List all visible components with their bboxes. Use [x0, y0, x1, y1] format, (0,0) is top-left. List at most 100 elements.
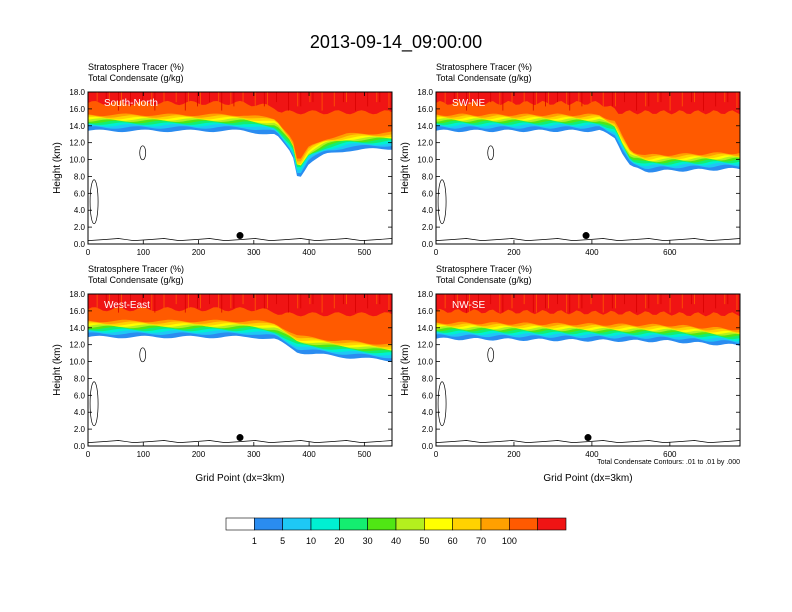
x-tick-label: 200: [507, 248, 521, 257]
x-tick-label: 200: [192, 450, 206, 459]
contour-field: [88, 92, 392, 244]
x-tick-label: 400: [302, 248, 316, 257]
y-axis-label: Height (km): [400, 142, 411, 194]
colorbar-swatch: [452, 517, 482, 531]
y-tick-label: 16.0: [417, 105, 433, 114]
location-marker: [584, 434, 592, 442]
plot-frame: [435, 91, 741, 245]
y-tick-label: 2.0: [422, 425, 434, 434]
location-marker: [236, 434, 244, 442]
y-tick-label: 10.0: [417, 358, 433, 367]
x-tick-label: 500: [358, 248, 372, 257]
colorbar-swatch: [395, 517, 425, 531]
x-tick-label: 0: [434, 450, 439, 459]
condensate-contour: [437, 179, 447, 225]
panel-title: NW-SE: [452, 300, 485, 311]
y-tick-label: 10.0: [417, 156, 433, 165]
y-tick-label: 0.0: [74, 442, 86, 451]
y-tick-label: 8.0: [422, 172, 434, 181]
colorbar-swatch: [424, 517, 453, 531]
contour-field: [436, 294, 740, 446]
y-tick-label: 8.0: [422, 374, 434, 383]
colorbar-label: 1: [252, 536, 257, 546]
x-tick-label: 200: [192, 248, 206, 257]
y-tick-label: 18.0: [69, 88, 85, 97]
y-tick-label: 8.0: [74, 374, 86, 383]
condensate-contour: [437, 381, 447, 427]
panel-nw-se: [435, 293, 741, 447]
condensate-contours: [88, 347, 392, 443]
panel-sw-ne: [435, 91, 741, 245]
colorbar-swatch: [310, 517, 340, 531]
colorbar-swatch: [480, 517, 510, 531]
y-tick-label: 4.0: [74, 206, 86, 215]
x-tick-label: 400: [585, 248, 599, 257]
condensate-contour-ground: [436, 440, 740, 443]
colorbar-label: 50: [419, 536, 429, 546]
figure-title: 2013-09-14_09:00:00: [309, 32, 483, 52]
panel-title: South-North: [104, 98, 158, 109]
x-axis-label: Grid Point (dx=3km): [195, 473, 284, 484]
y-tick-label: 2.0: [422, 223, 434, 232]
y-axis-label: Height (km): [52, 142, 63, 194]
colorbar-label: 60: [448, 536, 458, 546]
contour-note: Total Condensate Contours: .01 to .01 by…: [597, 459, 740, 466]
y-tick-label: 6.0: [422, 189, 434, 198]
y-tick-label: 4.0: [422, 206, 434, 215]
subtitle-tracer: Stratosphere Tracer (%): [88, 264, 184, 274]
y-tick-label: 18.0: [417, 290, 433, 299]
y-tick-label: 4.0: [422, 408, 434, 417]
x-tick-label: 600: [663, 450, 677, 459]
x-tick-label: 400: [585, 450, 599, 459]
colorbar-label: 10: [306, 536, 316, 546]
y-tick-label: 10.0: [69, 156, 85, 165]
y-tick-label: 16.0: [69, 307, 85, 316]
condensate-contour: [139, 145, 147, 161]
y-tick-label: 6.0: [422, 391, 434, 400]
location-marker: [582, 232, 590, 240]
condensate-contours: [436, 145, 740, 241]
colorbar-label: 70: [476, 536, 486, 546]
panel-title: SW-NE: [452, 98, 485, 109]
x-tick-label: 500: [358, 450, 372, 459]
condensate-contour: [487, 145, 495, 161]
y-tick-label: 16.0: [69, 105, 85, 114]
condensate-contour-ground: [88, 238, 392, 241]
condensate-contour: [89, 179, 99, 225]
y-tick-label: 18.0: [69, 290, 85, 299]
y-tick-label: 14.0: [417, 122, 433, 131]
colorbar-label: 30: [363, 536, 373, 546]
y-tick-label: 14.0: [69, 324, 85, 333]
x-tick-label: 0: [434, 248, 439, 257]
x-tick-label: 600: [663, 248, 677, 257]
location-marker: [236, 232, 244, 240]
y-tick-label: 12.0: [417, 341, 433, 350]
y-axis-label: Height (km): [400, 344, 411, 396]
y-tick-label: 16.0: [417, 307, 433, 316]
y-tick-label: 2.0: [74, 425, 86, 434]
contour-field: [88, 294, 392, 446]
contour-field: [436, 92, 740, 244]
condensate-contour-ground: [88, 440, 392, 443]
y-tick-label: 8.0: [74, 172, 86, 181]
plot-frame: [87, 293, 393, 447]
condensate-contour-ground: [436, 238, 740, 241]
y-tick-label: 0.0: [74, 240, 86, 249]
condensate-contours: [436, 347, 740, 443]
panel-west-east: [87, 293, 393, 447]
subtitle-condensate: Total Condensate (g/kg): [436, 275, 532, 285]
colorbar-swatch: [339, 517, 368, 531]
colorbar-label: 100: [502, 536, 517, 546]
y-tick-label: 14.0: [417, 324, 433, 333]
y-tick-label: 12.0: [69, 139, 85, 148]
y-tick-label: 18.0: [417, 88, 433, 97]
x-tick-label: 400: [302, 450, 316, 459]
y-tick-label: 0.0: [422, 240, 434, 249]
x-tick-label: 300: [247, 450, 261, 459]
colorbar: [225, 517, 567, 531]
colorbar-swatch: [367, 517, 397, 531]
colorbar-swatch: [254, 517, 283, 531]
x-tick-label: 0: [86, 248, 91, 257]
y-tick-label: 14.0: [69, 122, 85, 131]
